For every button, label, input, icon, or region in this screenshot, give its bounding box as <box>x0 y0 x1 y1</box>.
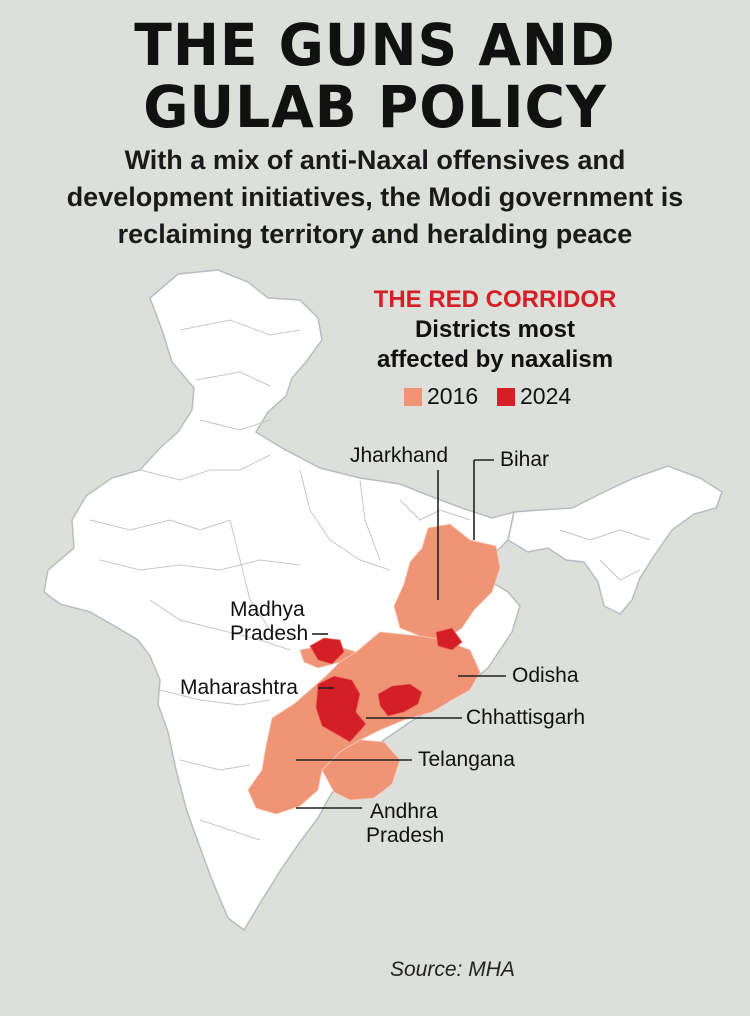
label-chhattisgarh: Chhattisgarh <box>466 706 586 729</box>
affected-2024-districts <box>309 627 463 743</box>
source-note: Source: MHA <box>390 958 515 981</box>
northeast-region <box>507 465 723 615</box>
legend-title: THE RED CORRIDOR <box>373 286 617 313</box>
internal-borders <box>89 319 651 841</box>
label-maharashtra: Maharashtra <box>180 676 298 699</box>
label-madhya-pradesh-2: Pradesh <box>230 622 309 645</box>
headline-line-1: THE GUNS AND <box>134 11 616 79</box>
label-jharkhand: Jharkhand <box>350 444 449 467</box>
label-bihar: Bihar <box>500 448 550 471</box>
label-odisha: Odisha <box>512 664 579 687</box>
label-madhya-pradesh-1: Madhya <box>230 598 305 621</box>
legend-label-2024: 2024 <box>520 383 572 409</box>
legend-subtitle-line-2: affected by naxalism <box>376 346 614 373</box>
label-telangana: Telangana <box>418 748 515 771</box>
legend-swatch-2024 <box>497 387 515 406</box>
headline-line-2: GULAB POLICY <box>143 73 607 141</box>
legend-item-2024: 2024 <box>497 383 571 410</box>
legend-item-2016: 2016 <box>404 383 478 410</box>
subtitle-line-2: development initiatives, the Modi govern… <box>66 182 684 212</box>
leader-lines <box>296 459 506 809</box>
legend-swatch-2016 <box>404 387 422 406</box>
legend-subtitle-line-1: Districts most <box>414 316 576 343</box>
label-andhra-pradesh-2: Pradesh <box>366 824 445 847</box>
legend-label-2016: 2016 <box>427 383 479 409</box>
label-andhra-pradesh-1: Andhra <box>370 800 438 823</box>
subtitle-line-1: With a mix of anti-Naxal offensives and <box>124 145 626 175</box>
subtitle-line-3: reclaiming territory and heralding peace <box>117 219 633 249</box>
